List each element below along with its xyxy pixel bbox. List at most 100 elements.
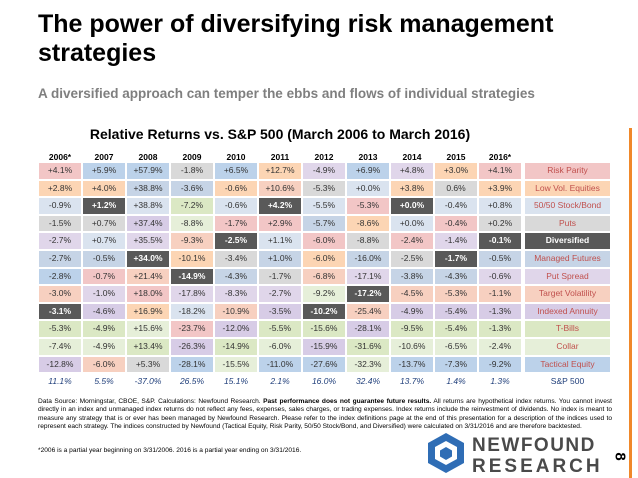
disclaimer: Data Source: Morningstar, CBOE, S&P. Cal… [38, 398, 612, 431]
return-cell: -8.3% [215, 286, 257, 302]
return-cell: -28.1% [347, 321, 389, 337]
column-header: 2010 [226, 152, 246, 162]
return-cell: -6.0% [259, 339, 301, 355]
return-cell: -5.5% [303, 198, 345, 214]
return-cell: +1.1% [259, 233, 301, 249]
return-cell: -15.9% [303, 339, 345, 355]
benchmark-cell: -37.0% [134, 376, 162, 387]
return-cell: -0.4% [435, 198, 477, 214]
return-cell: -14.9% [171, 268, 213, 285]
return-cell: -6.8% [303, 268, 345, 285]
return-cell: -3.0% [39, 286, 81, 302]
return-cell: +10.6% [259, 180, 301, 197]
return-cell: -6.0% [303, 233, 345, 249]
return-cell: -7.2% [171, 198, 213, 214]
return-cell: -0.4% [435, 215, 477, 232]
return-cell: -2.7% [39, 233, 81, 249]
accent-bar [629, 128, 632, 478]
return-cell: +1.2% [83, 198, 125, 214]
strategy-label: Tactical Equity [525, 356, 610, 373]
benchmark-cell: 32.4% [355, 376, 381, 387]
return-cell: +1.0% [259, 251, 301, 267]
return-cell: -32.3% [347, 356, 389, 373]
benchmark-cell: 16.0% [311, 376, 337, 387]
table-title: Relative Returns vs. S&P 500 (March 2006… [89, 126, 471, 142]
return-cell: +35.5% [127, 233, 169, 249]
return-cell: -3.4% [215, 251, 257, 267]
return-cell: -2.5% [215, 233, 257, 249]
return-cell: -2.7% [259, 286, 301, 302]
return-cell: -5.3% [435, 286, 477, 302]
page-number: 8 [611, 452, 629, 461]
return-cell: -31.6% [347, 339, 389, 355]
return-cell: +0.0% [391, 215, 433, 232]
return-cell: +15.6% [127, 321, 169, 337]
return-cell: -27.6% [303, 356, 345, 373]
return-cell: -25.4% [347, 303, 389, 320]
return-cell: -5.5% [259, 321, 301, 337]
return-cell: +6.9% [347, 163, 389, 179]
return-cell: -7.4% [39, 339, 81, 355]
return-cell: -4.6% [83, 303, 125, 320]
return-cell: -3.5% [259, 303, 301, 320]
benchmark-cell: 13.7% [399, 376, 425, 387]
return-cell: -28.1% [171, 356, 213, 373]
return-cell: -2.8% [39, 268, 81, 285]
column-header: 2011 [270, 152, 290, 162]
return-cell: -5.3% [39, 321, 81, 337]
return-cell: -2.4% [479, 339, 521, 355]
benchmark-cell: 1.3% [490, 376, 510, 387]
return-cell: -10.1% [171, 251, 213, 267]
return-cell: -9.5% [391, 321, 433, 337]
column-header: 2015 [446, 152, 466, 162]
disclaimer-text: Data Source: Morningstar, CBOE, S&P. Cal… [38, 398, 264, 405]
return-cell: -17.8% [171, 286, 213, 302]
return-cell: +12.7% [259, 163, 301, 179]
return-cell: -2.5% [391, 251, 433, 267]
return-cell: -0.9% [39, 198, 81, 214]
return-cell: -1.8% [171, 163, 213, 179]
return-cell: -5.3% [303, 180, 345, 197]
return-cell: -5.4% [435, 303, 477, 320]
return-cell: +4.1% [39, 163, 81, 179]
return-cell: +3.8% [391, 180, 433, 197]
return-cell: +5.9% [83, 163, 125, 179]
return-cell: -2.7% [39, 251, 81, 267]
return-cell: -7.3% [435, 356, 477, 373]
return-cell: -0.6% [479, 268, 521, 285]
return-cell: +4.2% [259, 198, 301, 214]
benchmark-cell: 15.1% [223, 376, 249, 387]
return-cell: -3.8% [391, 268, 433, 285]
return-cell: -9.2% [303, 286, 345, 302]
return-cell: +3.0% [435, 163, 477, 179]
return-cell: +0.8% [479, 198, 521, 214]
return-cell: -17.2% [347, 286, 389, 302]
return-cell: +0.7% [83, 233, 125, 249]
return-cell: +2.9% [259, 215, 301, 232]
return-cell: -10.9% [215, 303, 257, 320]
footnote: *2006 is a partial year beginning on 3/3… [38, 447, 302, 454]
return-cell: -14.9% [215, 339, 257, 355]
return-cell: -6.0% [303, 251, 345, 267]
return-cell: -10.6% [391, 339, 433, 355]
column-header: 2013 [358, 152, 378, 162]
return-cell: +13.4% [127, 339, 169, 355]
return-cell: -9.3% [171, 233, 213, 249]
return-cell: +0.0% [391, 198, 433, 214]
return-cell: +57.9% [127, 163, 169, 179]
return-cell: +0.2% [479, 215, 521, 232]
return-cell: +3.9% [479, 180, 521, 197]
benchmark-label: S&P 500 [550, 376, 585, 387]
return-cell: -10.2% [303, 303, 345, 320]
return-cell: -9.2% [479, 356, 521, 373]
return-cell: -8.8% [347, 233, 389, 249]
return-cell: +6.5% [215, 163, 257, 179]
return-cell: +34.0% [127, 251, 169, 267]
strategy-label: Collar [525, 339, 610, 355]
return-cell: -13.7% [391, 356, 433, 373]
strategy-label: Put Spread [525, 268, 610, 285]
strategy-label: 50/50 Stock/Bond [525, 198, 610, 214]
benchmark-cell: 5.5% [94, 376, 114, 387]
return-cell: +4.0% [83, 180, 125, 197]
return-cell: -0.5% [83, 251, 125, 267]
